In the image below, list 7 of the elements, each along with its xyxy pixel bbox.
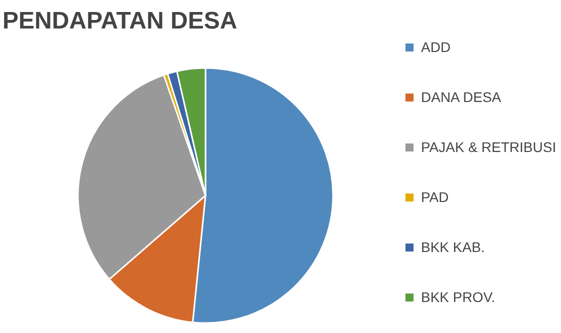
- legend-label: BKK KAB.: [421, 239, 486, 255]
- legend-label: ADD: [421, 39, 452, 55]
- legend-label: DANA DESA: [421, 89, 502, 105]
- chart-title: PENDAPATAN DESA: [2, 8, 238, 34]
- legend-label: PAD: [421, 189, 450, 205]
- legend-label: BKK PROV.: [421, 289, 496, 305]
- legend-label: PAJAK & RETRIBUSI: [421, 139, 558, 155]
